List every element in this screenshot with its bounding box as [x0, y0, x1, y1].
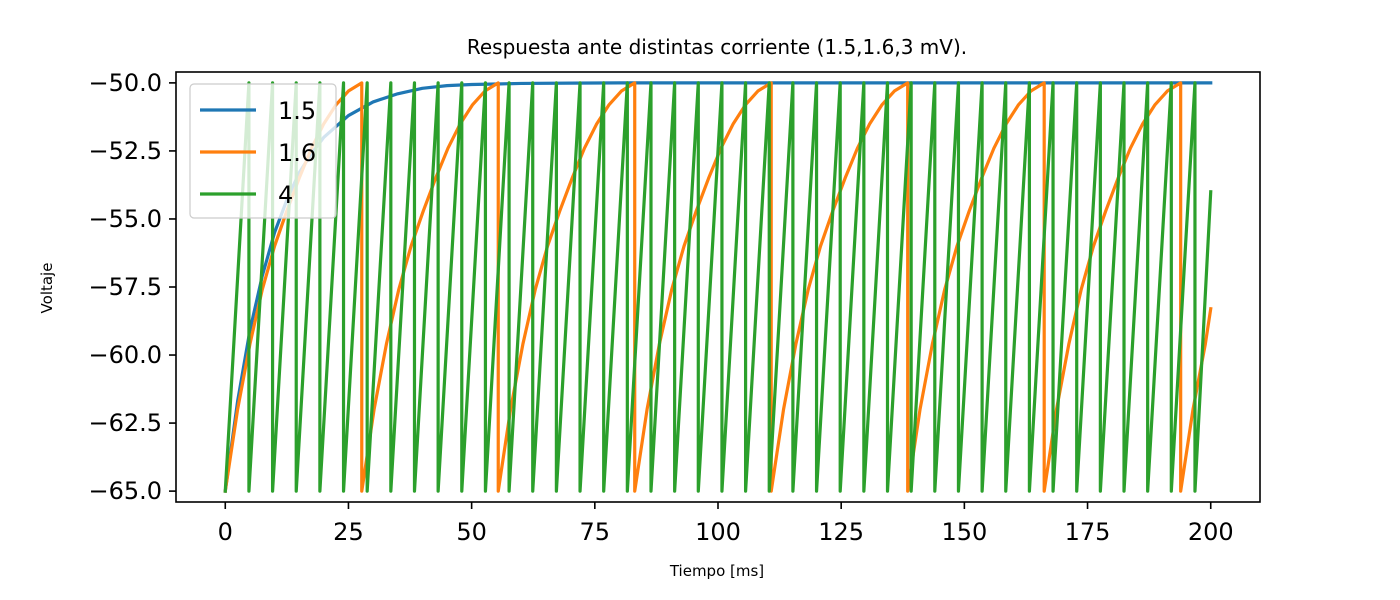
legend-label: 1.6	[278, 139, 316, 167]
y-axis-ticks: −50.0 −52.5 −55.0 −57.5 −60.0 −62.5 −65.0	[88, 69, 176, 505]
legend-label: 1.5	[278, 97, 316, 125]
x-tick-label: 75	[580, 518, 611, 546]
x-tick-label: 125	[818, 518, 864, 546]
x-tick-label: 50	[456, 518, 487, 546]
x-tick-label: 100	[695, 518, 741, 546]
y-tick-label: −60.0	[88, 341, 162, 369]
legend: 1.5 1.6 4	[189, 83, 337, 219]
y-tick-label: −50.0	[88, 69, 162, 97]
x-tick-label: 175	[1065, 518, 1111, 546]
legend-box	[189, 83, 337, 219]
x-tick-label: 25	[333, 518, 364, 546]
y-tick-label: −55.0	[88, 205, 162, 233]
chart-title: Respuesta ante distintas corriente (1.5,…	[467, 35, 967, 59]
series-line-4	[223, 81, 1213, 493]
plot-frame	[175, 71, 1261, 503]
legend-label: 4	[278, 181, 293, 209]
x-axis-ticks: 0 25 50 75 100 125 150 175 200	[218, 502, 1234, 546]
y-tick-label: −62.5	[88, 409, 162, 437]
x-tick-label: 150	[941, 518, 987, 546]
x-axis-label: Tiempo [ms]	[669, 562, 764, 580]
y-tick-label: −52.5	[88, 137, 162, 165]
series-layer	[223, 81, 1213, 493]
x-tick-label: 0	[218, 518, 233, 546]
x-tick-label: 200	[1188, 518, 1234, 546]
series-line-1-6	[223, 81, 1213, 493]
y-axis-label: Voltaje	[38, 263, 56, 314]
y-tick-label: −57.5	[88, 273, 162, 301]
y-tick-label: −65.0	[88, 477, 162, 505]
